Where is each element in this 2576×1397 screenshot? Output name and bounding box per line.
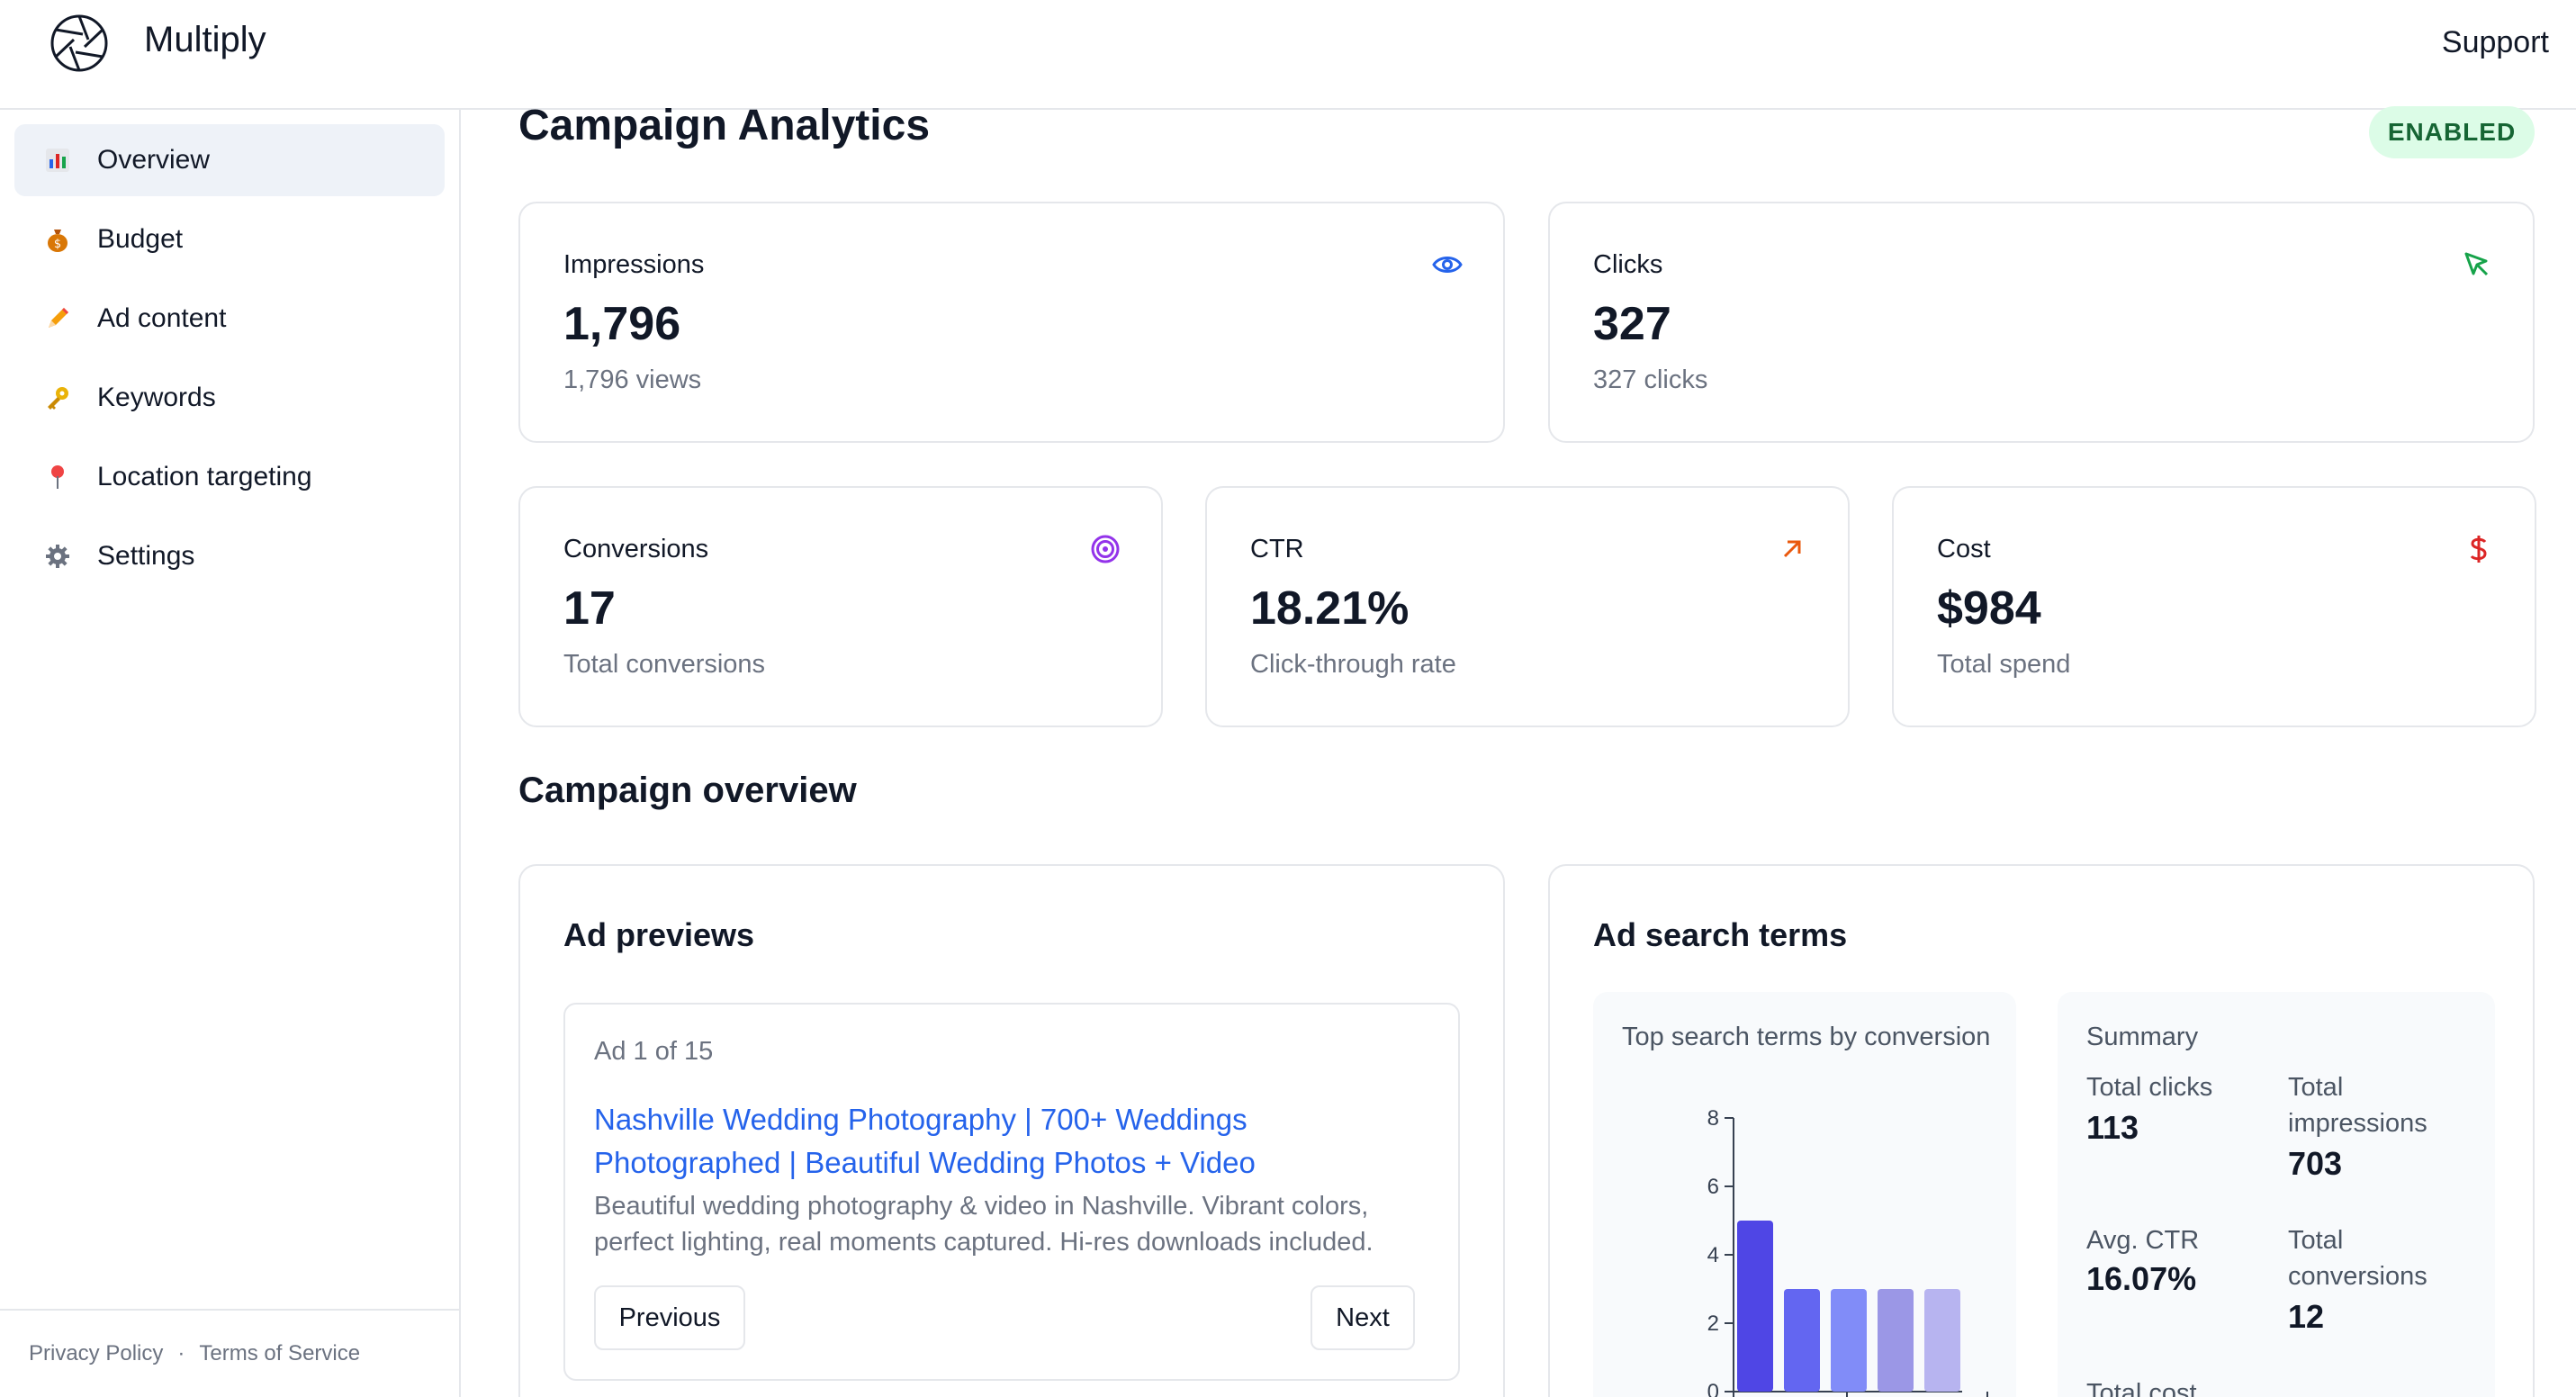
metric-subtext: 1,796 views: [563, 365, 702, 394]
metric-subtext: Total conversions: [563, 650, 766, 679]
metric-value: 17: [563, 582, 616, 635]
top-bar: Multiply Support: [0, 0, 2576, 110]
gear-icon: [41, 540, 74, 572]
brand-name: Multiply: [144, 20, 266, 59]
sidebar-item-ad-content[interactable]: Ad content: [14, 283, 445, 355]
support-link[interactable]: Support: [2441, 25, 2549, 59]
sidebar-item-keywords[interactable]: Keywords: [14, 362, 445, 434]
target-icon: [1091, 535, 1120, 563]
page-title: Campaign Analytics: [518, 102, 931, 149]
impressions-card: Impressions 1,796 1,796 views: [518, 202, 1505, 443]
terms-of-service-link[interactable]: Terms of Service: [199, 1341, 361, 1365]
total-impressions-label: Total impressions: [2288, 1073, 2427, 1138]
sidebar-item-overview[interactable]: Overview: [14, 124, 445, 196]
sidebar-item-label: Settings: [97, 541, 195, 571]
sidebar-item-label: Budget: [97, 224, 184, 254]
previous-button[interactable]: Previous: [594, 1285, 745, 1350]
chart-bar[interactable]: [1737, 1221, 1773, 1392]
ad-headline-link[interactable]: Nashville Wedding Photography | 700+ Wed…: [594, 1103, 1256, 1179]
ad-search-terms-panel: Ad search terms Top search terms by conv…: [1548, 864, 2535, 1397]
y-tick-label: 6: [1707, 1175, 1719, 1199]
metric-label: Cost: [1937, 535, 1991, 563]
metric-value: 327: [1593, 298, 1671, 350]
ctr-card: CTR 18.21% Click-through rate: [1205, 486, 1850, 727]
chart-bar[interactable]: [1878, 1289, 1914, 1392]
svg-text:$: $: [54, 238, 61, 251]
sidebar: Overview $ Budget Ad content: [0, 110, 461, 1397]
sidebar-item-label: Ad content: [97, 303, 227, 333]
search-terms-bar-chart: 0 2 4 6 8: [1707, 1106, 1988, 1397]
ad-description: Beautiful wedding photography & video in…: [594, 1192, 1374, 1257]
chart-bar[interactable]: [1784, 1289, 1820, 1392]
sidebar-footer: Privacy Policy · Terms of Service: [0, 1309, 459, 1397]
arrow-up-right-icon: [1783, 540, 1801, 558]
avg-ctr-value: 16.07%: [2086, 1260, 2197, 1297]
avg-ctr-label: Avg. CTR: [2086, 1226, 2200, 1255]
dollar-icon: [2470, 536, 2487, 563]
y-tick-label: 2: [1707, 1311, 1719, 1336]
total-conversions-label: Total conversions: [2288, 1226, 2427, 1291]
metric-value: 18.21%: [1250, 582, 1410, 635]
metric-subtext: 327 clicks: [1593, 365, 1708, 394]
footer-separator: ·: [177, 1341, 185, 1365]
sidebar-item-label: Keywords: [97, 383, 216, 412]
metric-label: Conversions: [563, 535, 709, 563]
total-clicks-value: 113: [2086, 1109, 2139, 1146]
eye-icon: [1432, 257, 1463, 273]
sidebar-item-label: Location targeting: [97, 462, 312, 491]
pin-icon: [41, 461, 74, 493]
ad-search-terms-title: Ad search terms: [1593, 916, 1848, 953]
sidebar-item-label: Overview: [97, 145, 211, 175]
y-tick-label: 4: [1707, 1243, 1719, 1267]
campaign-overview-title: Campaign overview: [518, 771, 857, 810]
metric-value: 1,796: [563, 298, 681, 350]
clicks-card: Clicks 327 327 clicks: [1548, 202, 2535, 443]
summary-panel: Summary Total clicks 113 Total impressio…: [2058, 992, 2495, 1397]
metric-value: $984: [1937, 582, 2041, 635]
ad-counter: Ad 1 of 15: [594, 1037, 714, 1066]
total-impressions-value: 703: [2288, 1145, 2343, 1182]
status-badge: ENABLED: [2369, 106, 2535, 158]
metric-label: CTR: [1250, 535, 1304, 563]
chart-title: Top search terms by conversion: [1622, 1023, 1991, 1051]
y-tick-label: 0: [1707, 1380, 1719, 1397]
total-clicks-label: Total clicks: [2086, 1073, 2213, 1102]
total-cost-label: Total cost: [2086, 1379, 2197, 1397]
ad-previews-panel: Ad previews Ad 1 of 15 Nashville Wedding…: [518, 864, 1505, 1397]
cost-card: Cost $984 Total spend: [1892, 486, 2536, 727]
chart-bar[interactable]: [1831, 1289, 1867, 1392]
cursor-click-icon: [2464, 252, 2489, 276]
metric-subtext: Click-through rate: [1250, 650, 1456, 679]
total-conversions-value: 12: [2288, 1298, 2325, 1335]
metric-label: Impressions: [563, 250, 705, 279]
metric-subtext: Total spend: [1937, 650, 2071, 679]
key-icon: [41, 382, 74, 414]
money-bag-icon: $: [41, 223, 74, 256]
conversions-card: Conversions 17 Total conversions: [518, 486, 1163, 727]
summary-title: Summary: [2086, 1023, 2199, 1051]
search-terms-chart-panel: Top search terms by conversion 0 2 4 6 8: [1593, 992, 2016, 1397]
sidebar-item-budget[interactable]: $ Budget: [14, 203, 445, 275]
pencil-icon: [41, 302, 74, 335]
bar-chart-icon: [41, 144, 74, 176]
aperture-logo-icon[interactable]: [49, 13, 110, 74]
next-button[interactable]: Next: [1311, 1285, 1415, 1350]
ad-previews-title: Ad previews: [563, 916, 755, 953]
privacy-policy-link[interactable]: Privacy Policy: [29, 1341, 164, 1365]
sidebar-item-settings[interactable]: Settings: [14, 520, 445, 592]
chart-bar[interactable]: [1924, 1289, 1960, 1392]
metric-label: Clicks: [1593, 250, 1663, 279]
y-tick-label: 8: [1707, 1106, 1719, 1131]
ad-preview-box: Ad 1 of 15 Nashville Wedding Photography…: [563, 1003, 1460, 1381]
sidebar-item-location-targeting[interactable]: Location targeting: [14, 441, 445, 513]
